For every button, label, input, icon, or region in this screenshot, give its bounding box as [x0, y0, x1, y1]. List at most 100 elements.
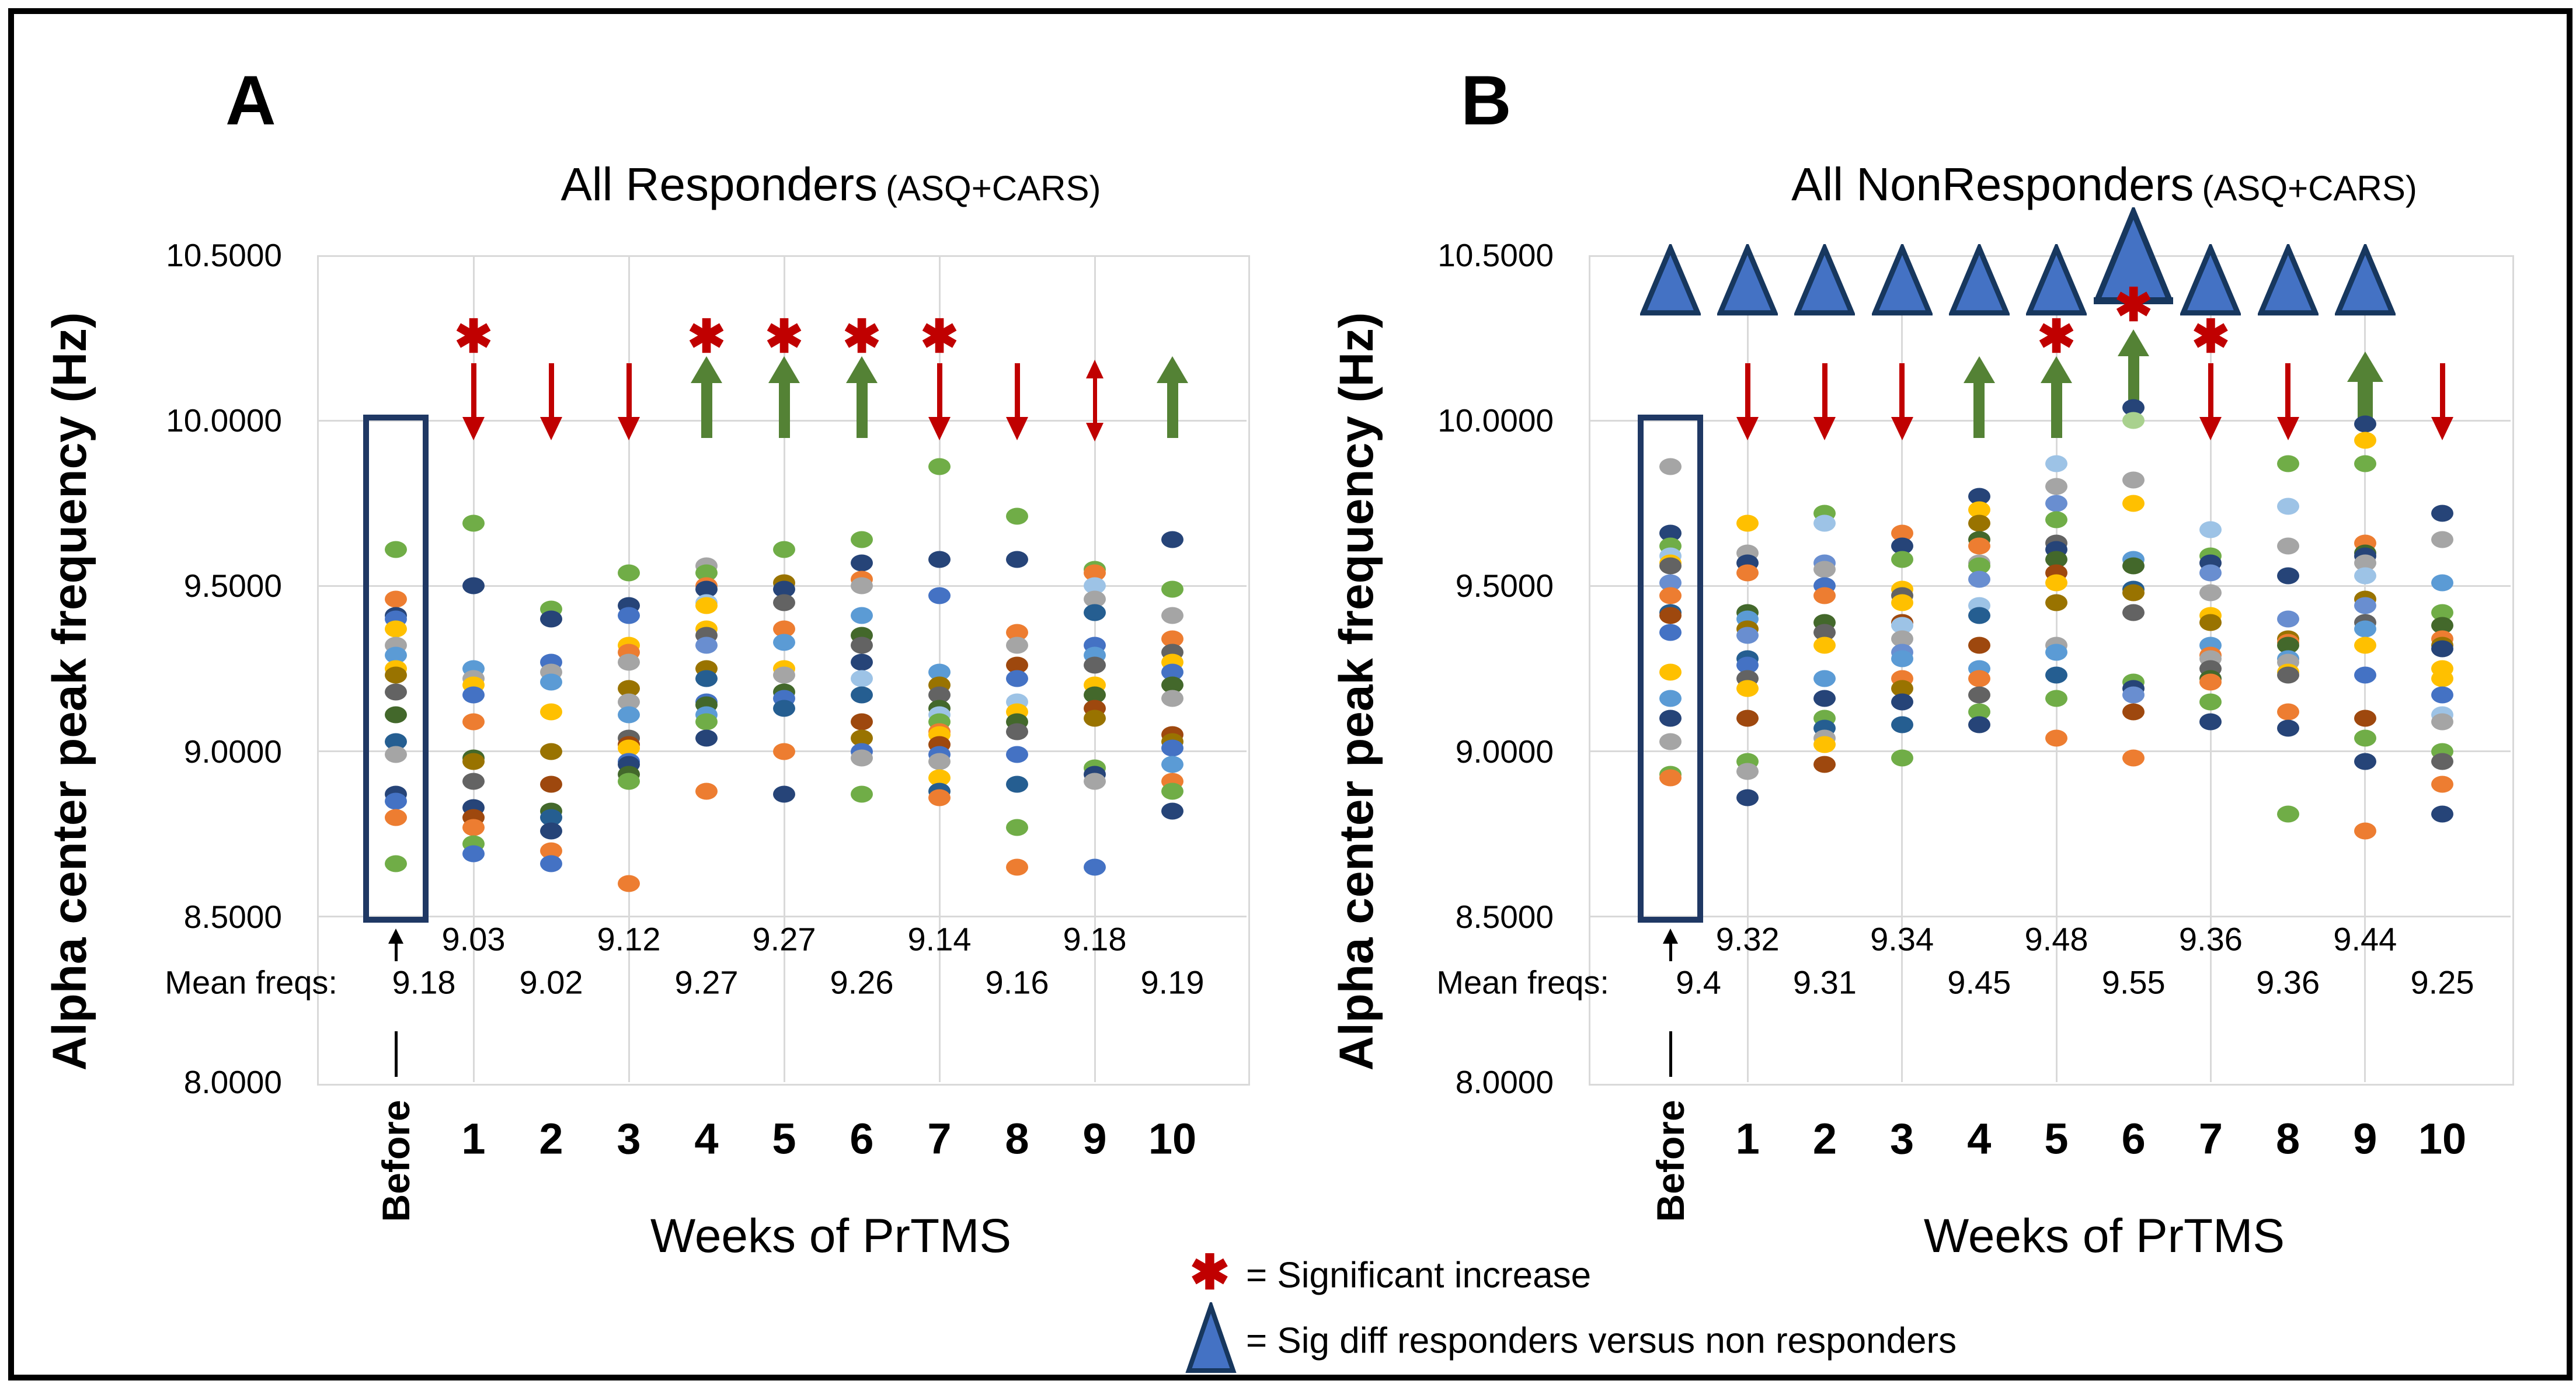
data-point	[2276, 666, 2299, 684]
data-point	[1006, 637, 1028, 654]
x-tick-label: 9	[1082, 1114, 1107, 1163]
data-point	[1659, 458, 1682, 475]
data-point	[851, 637, 873, 654]
trend-arrow-down-head	[1891, 417, 1913, 440]
x-tick-label: 9	[2353, 1114, 2377, 1163]
x-tick-label: 4	[694, 1114, 719, 1163]
y-tick-label: 9.5000	[183, 568, 282, 604]
trend-arrow-up-head	[691, 356, 722, 383]
data-point	[2354, 822, 2376, 840]
data-point	[618, 706, 640, 724]
legend-sig-diff-label: = Sig diff responders versus non respond…	[1246, 1320, 1957, 1361]
data-point	[618, 653, 640, 671]
mean-freq-value: 9.36	[2178, 920, 2243, 958]
data-point	[2199, 564, 2222, 582]
panel-b-title-main: All NonResponders	[1791, 158, 2194, 210]
data-point	[1891, 551, 1913, 568]
trend-arrow-down-head	[2431, 417, 2453, 440]
trend-arrow-updown-head	[1086, 423, 1103, 441]
data-point	[2276, 703, 2299, 721]
mean-freq-value: 9.32	[1715, 920, 1780, 958]
data-point	[2045, 455, 2067, 472]
data-point	[462, 686, 485, 704]
mean-freq-value: 9.25	[2410, 964, 2474, 1001]
y-tick-label: 10.0000	[1437, 402, 1554, 439]
data-point	[540, 855, 562, 872]
x-tick-label: 8	[1005, 1114, 1029, 1163]
data-point	[618, 607, 640, 624]
y-tick-label: 10.5000	[166, 237, 282, 273]
data-point	[2431, 505, 2453, 522]
significance-asterisk: ✱	[2037, 311, 2076, 362]
data-point	[2199, 693, 2222, 711]
panel-a-title-note: (ASQ+CARS)	[886, 169, 1101, 208]
before-leader-arrow-head	[1663, 929, 1678, 944]
data-point	[1161, 607, 1183, 624]
trend-arrow-updown-head	[1086, 360, 1103, 378]
data-point	[1161, 739, 1183, 757]
data-point	[385, 809, 407, 826]
x-tick-label: 1	[1735, 1114, 1760, 1163]
y-tick-label: 9.5000	[1455, 568, 1554, 604]
mean-freq-value: 9.18	[392, 964, 456, 1001]
sig-diff-triangle	[1948, 241, 2011, 319]
data-point	[1006, 670, 1028, 687]
sig-diff-triangle	[1871, 241, 1933, 319]
panel-a-title-main: All Responders	[561, 158, 878, 210]
data-point	[385, 792, 407, 810]
mean-freq-value: 9.26	[830, 964, 894, 1001]
data-point	[851, 713, 873, 731]
data-point	[1084, 656, 1106, 674]
x-tick-label: 10	[1148, 1114, 1197, 1163]
data-point	[1659, 607, 1682, 624]
y-tick-label: 8.0000	[183, 1064, 282, 1100]
trend-arrow-up	[1973, 382, 1985, 438]
data-point	[2354, 415, 2376, 433]
data-point	[1891, 749, 1913, 767]
data-point	[1161, 756, 1183, 773]
panel-b-title: All NonResponders (ASQ+CARS)	[1791, 158, 2417, 211]
trend-arrow-down	[1745, 363, 1750, 418]
data-point	[1968, 637, 1990, 654]
data-point	[540, 703, 562, 721]
data-point	[1161, 531, 1183, 548]
data-point	[2431, 776, 2453, 793]
trend-arrow-down	[548, 363, 554, 418]
chart-layer: 10.5000 10.0000 9.5000 9.0000 8.5000 8.0000 Me…	[14, 14, 2567, 1375]
data-point	[385, 746, 407, 763]
data-point	[1006, 746, 1028, 763]
data-point	[851, 554, 873, 572]
data-point	[540, 673, 562, 691]
before-highlight-box	[363, 415, 429, 923]
sig-diff-triangle-big	[2093, 204, 2174, 307]
trend-arrow-down	[1899, 363, 1905, 418]
data-point	[1813, 561, 1836, 578]
data-point	[2045, 729, 2067, 747]
trend-arrow-updown	[1092, 377, 1097, 424]
data-point	[1891, 716, 1913, 733]
significance-asterisk: ✱	[843, 311, 881, 362]
data-point	[2122, 749, 2145, 767]
data-point	[773, 666, 795, 684]
data-point	[2045, 594, 2067, 611]
mean-freq-value: 9.18	[1063, 920, 1127, 958]
panel-a-title: All Responders (ASQ+CARS)	[561, 158, 1101, 211]
data-point	[851, 653, 873, 671]
trend-arrow-down	[2285, 363, 2291, 418]
data-point	[2431, 640, 2453, 658]
mean-freq-value: 9.31	[1792, 964, 1857, 1001]
x-tick-label: 4	[1967, 1114, 1992, 1163]
trend-arrow-down	[2439, 363, 2445, 418]
data-point	[2431, 670, 2453, 687]
trend-arrow-down-head	[1813, 417, 1836, 440]
data-point	[2276, 537, 2299, 555]
data-point	[2354, 753, 2376, 770]
mean-freq-value: 9.4	[1676, 964, 1721, 1001]
data-point	[928, 587, 951, 604]
data-point	[695, 670, 718, 687]
data-point	[385, 666, 407, 684]
data-point	[385, 706, 407, 724]
data-point	[1736, 514, 1759, 532]
data-point	[1968, 537, 1990, 555]
gridline-horizontal	[1589, 750, 2511, 753]
